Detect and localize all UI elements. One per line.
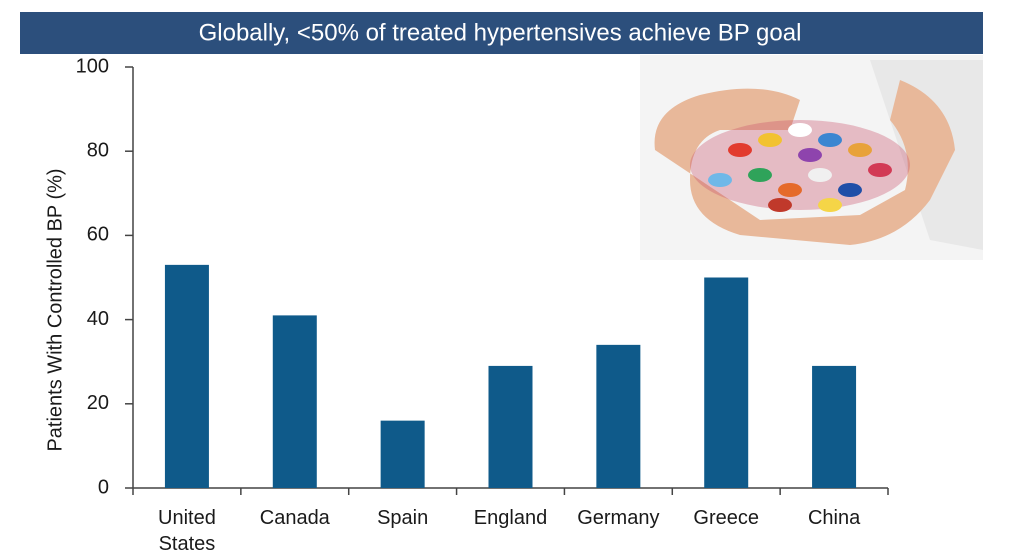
y-tick-label: 60	[87, 224, 109, 246]
x-tick-label: Germany	[577, 507, 659, 529]
x-tick-label: England	[474, 507, 547, 529]
x-tick-label: United States	[158, 507, 216, 555]
bar	[812, 365, 857, 488]
y-tick-label: 100	[76, 55, 109, 77]
bar	[596, 344, 641, 488]
bar	[272, 315, 317, 488]
bar	[380, 420, 425, 488]
bar	[164, 264, 209, 488]
x-tick-label: China	[808, 507, 861, 529]
y-tick-label: 0	[98, 476, 109, 498]
y-tick-label: 20	[87, 392, 109, 414]
bar	[704, 277, 749, 488]
y-tick-label: 80	[87, 139, 109, 161]
pills-image	[640, 55, 983, 260]
x-tick-label: Greece	[693, 507, 759, 529]
x-tick-label: Canada	[260, 507, 331, 529]
x-tick-label: Spain	[377, 507, 428, 529]
bar	[488, 365, 533, 488]
y-axis-label: Patients With Controlled BP (%)	[44, 168, 66, 451]
y-tick-label: 40	[87, 308, 109, 330]
title-banner	[20, 12, 983, 54]
chart-title: Globally, <50% of treated hypertensives …	[199, 19, 802, 46]
